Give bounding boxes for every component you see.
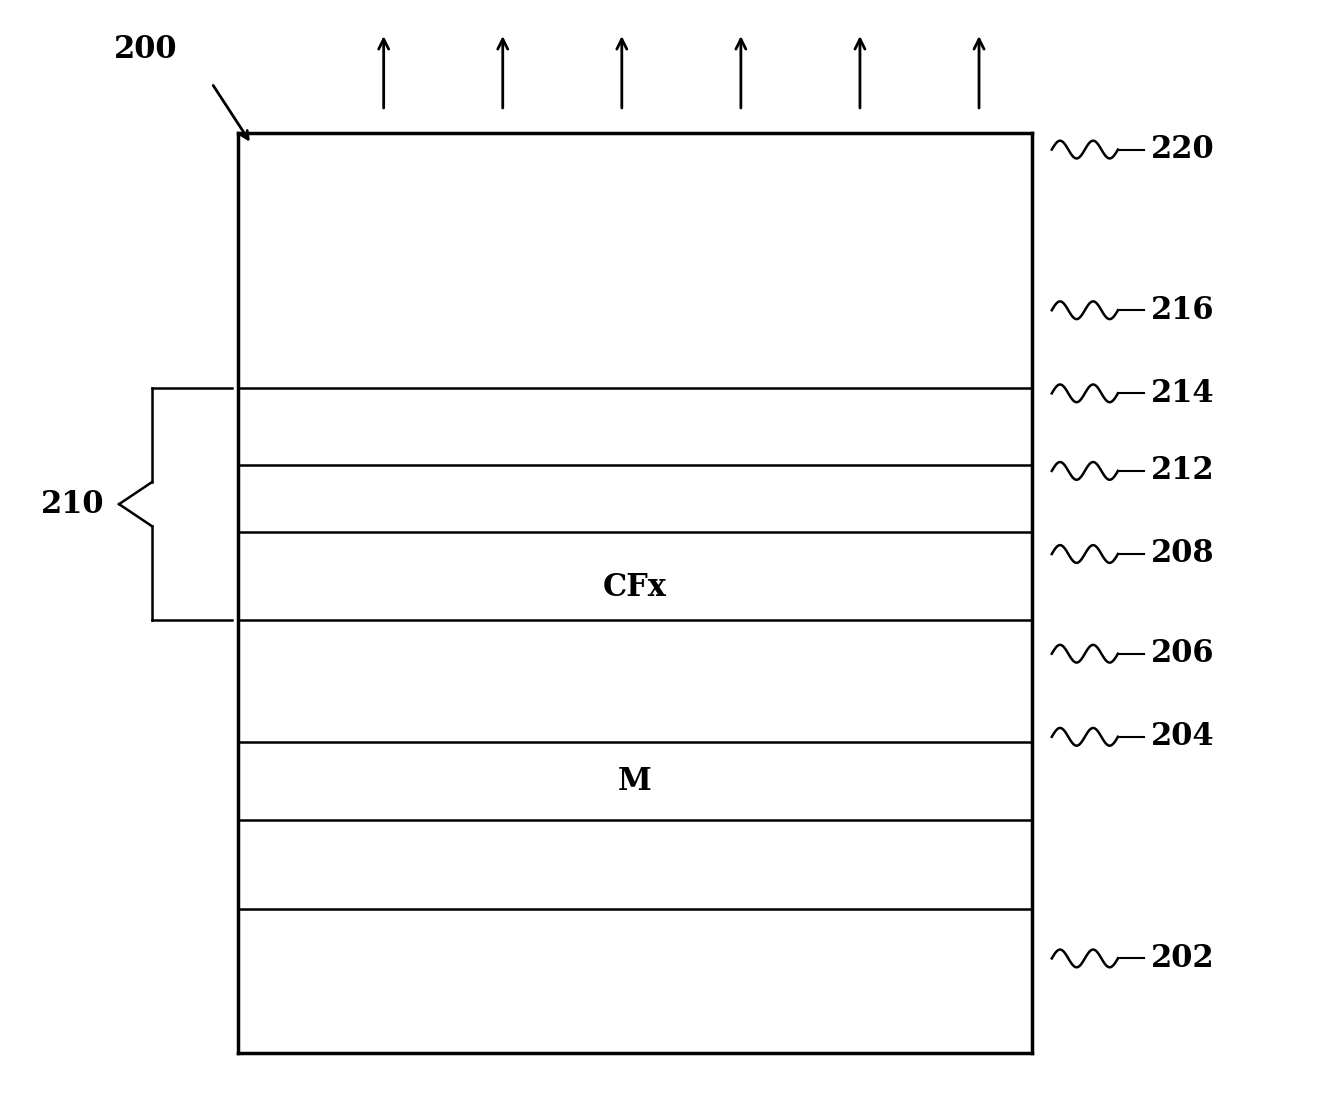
Text: M: M [618,766,652,797]
Text: 212: 212 [1151,455,1215,486]
Text: 206: 206 [1151,638,1215,669]
Text: CFx: CFx [603,572,667,603]
Text: 220: 220 [1151,134,1215,165]
Text: 214: 214 [1151,378,1215,409]
Text: 210: 210 [41,489,105,520]
Text: 200: 200 [114,34,177,65]
Text: 202: 202 [1151,943,1215,974]
Text: 208: 208 [1151,538,1215,570]
Text: 204: 204 [1151,721,1215,752]
Text: 216: 216 [1151,295,1215,326]
